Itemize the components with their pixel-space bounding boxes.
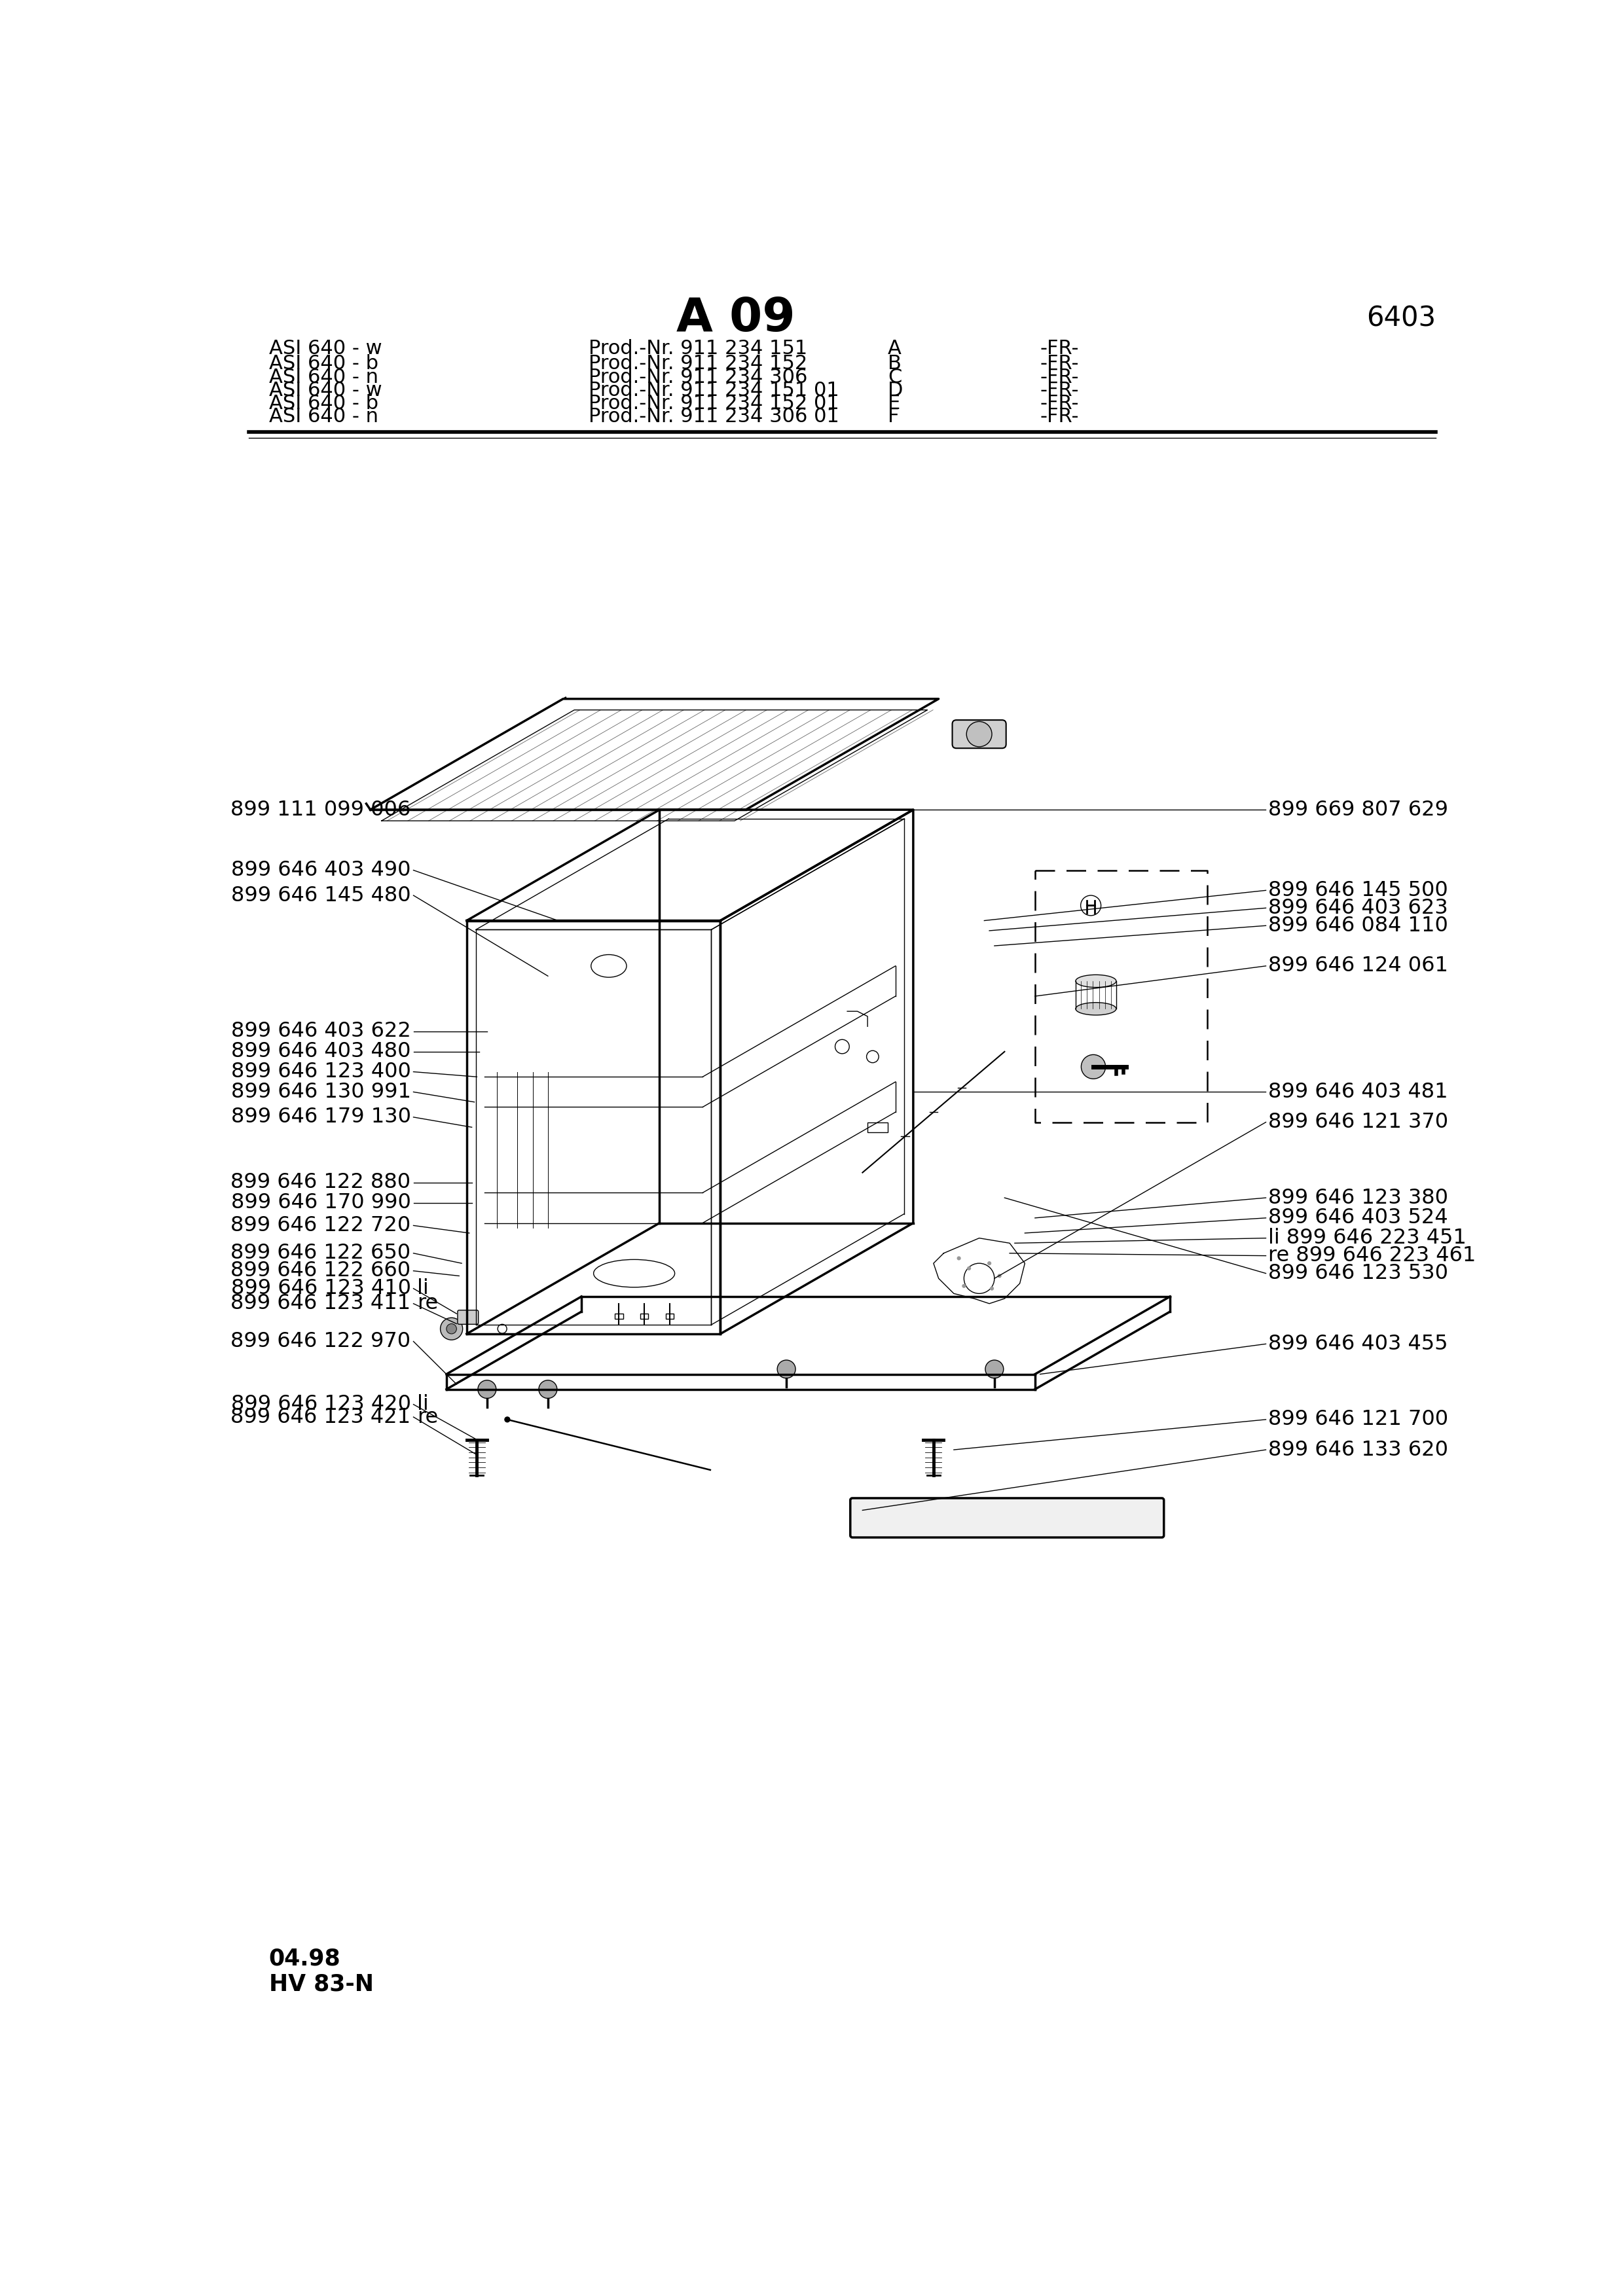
Circle shape [477,1380,497,1398]
Text: 899 646 122 660: 899 646 122 660 [230,1261,411,1281]
Text: A: A [888,340,901,358]
Circle shape [987,1261,992,1265]
Text: 899 646 122 650: 899 646 122 650 [230,1242,411,1263]
Text: re 899 646 223 461: re 899 646 223 461 [1269,1247,1477,1265]
Text: 899 646 123 411: 899 646 123 411 [230,1293,411,1313]
Text: 899 669 807 629: 899 669 807 629 [1269,799,1448,820]
Ellipse shape [1076,1003,1117,1015]
Circle shape [505,1417,510,1424]
Text: 04.98: 04.98 [269,1947,341,1970]
Text: ASI 640 - n: ASI 640 - n [269,406,378,427]
Text: Prod.-Nr. 911 234 306: Prod.-Nr. 911 234 306 [589,367,807,386]
Bar [615,1313,623,1318]
Text: 899 646 403 481: 899 646 403 481 [1269,1081,1448,1102]
Text: 899 646 123 530: 899 646 123 530 [1269,1263,1448,1283]
Text: D: D [888,381,902,400]
Text: 899 646 123 400: 899 646 123 400 [230,1061,411,1081]
Text: B: B [888,354,901,374]
Circle shape [1081,1054,1105,1079]
Ellipse shape [1076,976,1117,987]
Text: -FR-: -FR- [1040,381,1079,400]
Circle shape [777,1359,795,1378]
Circle shape [985,1359,1003,1378]
Text: 899 646 121 370: 899 646 121 370 [1269,1111,1448,1132]
Text: ASI 640 - w: ASI 640 - w [269,381,381,400]
Circle shape [967,1267,971,1270]
Text: 899 646 403 622: 899 646 403 622 [230,1022,411,1042]
Text: re: re [417,1293,438,1313]
Circle shape [440,1318,463,1341]
Bar [639,1313,648,1318]
Circle shape [539,1380,557,1398]
Circle shape [446,1325,456,1334]
Bar [868,1123,888,1132]
Text: -FR-: -FR- [1040,367,1079,386]
Text: 899 646 403 480: 899 646 403 480 [230,1042,411,1061]
Text: li 899 646 223 451: li 899 646 223 451 [1269,1228,1467,1249]
Text: 899 646 403 490: 899 646 403 490 [230,861,411,879]
Text: 899 646 123 380: 899 646 123 380 [1269,1187,1448,1208]
Text: 899 646 084 110: 899 646 084 110 [1269,916,1448,937]
Text: 899 646 124 061: 899 646 124 061 [1269,955,1448,976]
Text: Prod.-Nr. 911 234 151: Prod.-Nr. 911 234 151 [589,340,807,358]
Text: -FR-: -FR- [1040,340,1079,358]
Text: E: E [888,395,901,413]
Text: 899 646 403 623: 899 646 403 623 [1269,898,1448,918]
Text: Prod.-Nr. 911 234 152: Prod.-Nr. 911 234 152 [589,354,807,374]
Text: 899 646 123 420: 899 646 123 420 [230,1394,411,1414]
Text: ASI 640 - b: ASI 640 - b [269,354,378,374]
Circle shape [958,1256,961,1261]
Text: ASI 640 - n: ASI 640 - n [269,367,378,386]
Text: 899 646 145 500: 899 646 145 500 [1269,879,1448,900]
Text: 899 646 123 410: 899 646 123 410 [230,1279,411,1300]
Text: -FR-: -FR- [1040,395,1079,413]
Text: 899 646 121 700: 899 646 121 700 [1269,1410,1448,1430]
Text: 899 646 122 970: 899 646 122 970 [230,1332,411,1352]
Text: HV 83-N: HV 83-N [269,1972,373,1995]
FancyBboxPatch shape [458,1311,479,1325]
Text: -FR-: -FR- [1040,406,1079,427]
Text: Prod.-Nr. 911 234 152 01: Prod.-Nr. 911 234 152 01 [589,395,839,413]
Text: 899 111 099 006: 899 111 099 006 [230,799,411,820]
Text: 899 646 179 130: 899 646 179 130 [230,1107,411,1127]
Text: 899 646 130 991: 899 646 130 991 [230,1081,411,1102]
Text: 899 646 403 455: 899 646 403 455 [1269,1334,1448,1355]
Text: 899 646 403 524: 899 646 403 524 [1269,1208,1448,1228]
Text: 899 646 133 620: 899 646 133 620 [1269,1440,1448,1460]
Text: 899 646 123 421: 899 646 123 421 [230,1407,411,1428]
Text: -FR-: -FR- [1040,354,1079,374]
Text: 899 646 170 990: 899 646 170 990 [230,1192,411,1212]
FancyBboxPatch shape [850,1499,1164,1538]
Text: C: C [888,367,902,386]
Circle shape [990,1286,993,1290]
Circle shape [998,1274,1001,1279]
Text: ASI 640 - w: ASI 640 - w [269,340,381,358]
Text: re: re [417,1407,438,1428]
Circle shape [962,1283,966,1288]
FancyBboxPatch shape [953,721,1006,748]
Text: Prod.-Nr. 911 234 306 01: Prod.-Nr. 911 234 306 01 [589,406,839,427]
Text: 899 646 122 880: 899 646 122 880 [230,1173,411,1194]
Text: 899 646 145 480: 899 646 145 480 [230,886,411,905]
Text: ASI 640 - b: ASI 640 - b [269,395,378,413]
Text: 6403: 6403 [1367,305,1436,333]
Text: li: li [417,1279,428,1300]
Text: li: li [417,1394,428,1414]
Text: Prod.-Nr. 911 234 151 01: Prod.-Nr. 911 234 151 01 [589,381,839,400]
Bar [665,1313,674,1318]
Circle shape [964,1263,995,1293]
Text: A 09: A 09 [677,296,795,340]
Text: 899 646 122 720: 899 646 122 720 [230,1215,411,1235]
Ellipse shape [967,721,992,746]
Text: F: F [888,406,899,427]
